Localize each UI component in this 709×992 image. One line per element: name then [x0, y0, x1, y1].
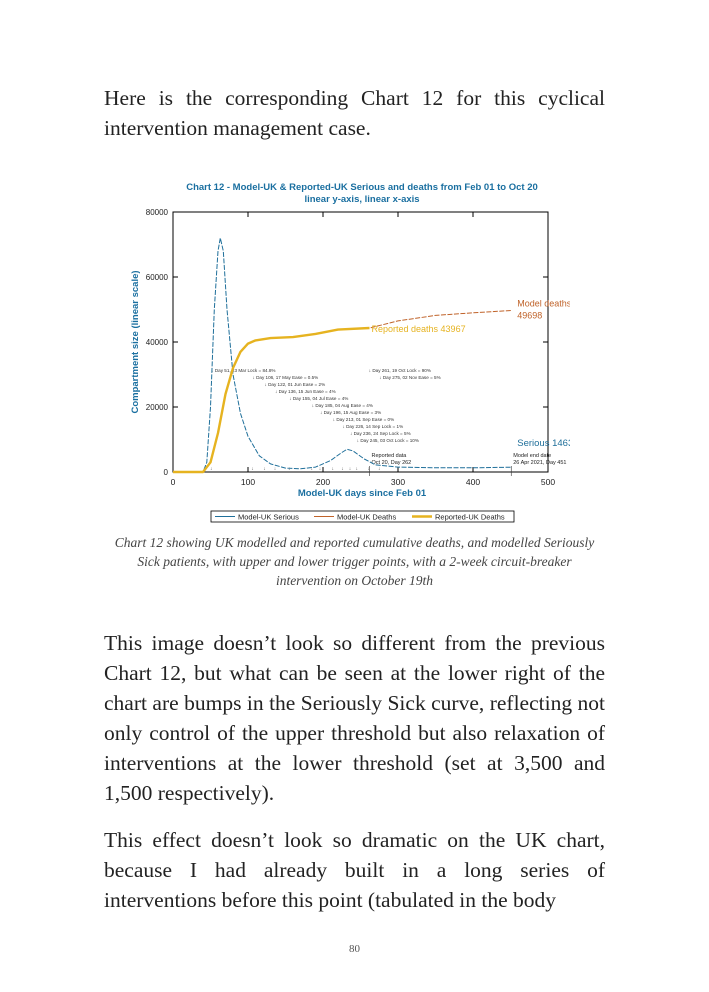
- intervention-annotation: ↓ Day 226, 14 Sep Lock = 1%: [343, 424, 404, 429]
- intervention-annotation: ↓ Day 136, 15 Jun Ease = 4%: [275, 389, 336, 394]
- y-tick-label: 60000: [146, 273, 169, 282]
- intervention-marker: ↓: [251, 466, 254, 472]
- intervention-marker: ↓: [356, 466, 359, 472]
- intervention-marker: ↓: [332, 466, 335, 472]
- chart-subtitle: linear y-axis, linear x-axis: [304, 194, 419, 205]
- model-deaths-value: 49698: [517, 310, 542, 320]
- intervention-annotation: ↓ Day 185, 04 Aug Ease = 4%: [312, 403, 373, 408]
- model-deaths-line: [173, 310, 512, 473]
- x-tick-label: 0: [171, 477, 176, 487]
- x-tick-label: 400: [466, 477, 480, 487]
- intervention-marker: ↓: [274, 466, 277, 472]
- intervention-marker: ↓: [341, 466, 344, 472]
- y-tick-label: 0: [164, 468, 169, 477]
- legend-entry: Reported-UK Deaths: [435, 513, 505, 522]
- intervention-annotation: ↓ Day 261, 19 Oct Lock = 90%: [369, 368, 431, 373]
- intervention-marker: ↓: [319, 466, 322, 472]
- intervention-annotation: ↓ Day 51, 23 Mar Lock = 84.8%: [211, 368, 275, 373]
- y-tick-label: 20000: [146, 403, 169, 412]
- legend-box: [210, 510, 515, 523]
- intervention-marker: ↓: [263, 466, 266, 472]
- intervention-annotation: ↓ Day 236, 24 Sep Lock = 5%: [350, 431, 411, 436]
- page-number: 80: [349, 943, 360, 955]
- x-tick-label: 500: [541, 477, 555, 487]
- intervention-marker: ↓: [210, 466, 213, 472]
- x-tick-label: 300: [391, 477, 405, 487]
- chart-title: Chart 12 - Model-UK & Reported-UK Seriou…: [186, 182, 538, 193]
- intervention-annotation: ↓ Day 122, 01 Jun Ease = 2%: [265, 382, 326, 387]
- chart-caption: Chart 12 showing UK modelled and reporte…: [114, 535, 595, 588]
- intervention-marker: ↓: [349, 466, 352, 472]
- y-tick-label: 80000: [146, 208, 169, 217]
- model-deaths-label: Model deaths: [517, 298, 570, 308]
- body-paragraph-1: This image doesn’t look so different fro…: [104, 631, 605, 805]
- intervention-marker: ↓: [368, 466, 371, 472]
- reported-deaths-line: [173, 326, 370, 474]
- x-axis-label: Model-UK days since Feb 01: [298, 488, 427, 499]
- intervention-marker: ↓: [311, 466, 314, 472]
- intervention-marker: ↓: [288, 466, 291, 472]
- body-text: This image doesn’t look so different fro…: [104, 628, 605, 915]
- date-marker-label: Reported data: [372, 453, 408, 459]
- legend-entry: Model-UK Serious: [238, 513, 299, 522]
- intervention-annotation: ↓ Day 155, 04 Jul Ease = 4%: [289, 396, 348, 401]
- body-paragraph-2: This effect doesn’t look so dramatic on …: [104, 828, 605, 912]
- date-marker-label: Oct 20, Day 262: [372, 460, 412, 466]
- serious-label: Serious 1463: [517, 438, 570, 449]
- intervention-annotation: ↓ Day 275, 02 Nov Ease = 5%: [379, 375, 440, 380]
- x-tick-label: 100: [241, 477, 255, 487]
- y-axis-label: Compartment size (linear scale): [130, 270, 141, 413]
- date-marker-label: Model end date: [513, 453, 551, 459]
- date-marker-label: 26 Apr 2021, Day 451: [513, 460, 566, 466]
- serious-line: [173, 237, 512, 473]
- intervention-annotation: ↓ Day 213, 01 Sep Ease = 0%: [333, 417, 394, 422]
- legend-entry: Model-UK Deaths: [337, 513, 396, 522]
- y-tick-label: 40000: [146, 338, 169, 347]
- intervention-annotation: ↓ Day 196, 15 Aug Ease = 3%: [320, 410, 381, 415]
- reported-deaths-label: Reported deaths 43967: [372, 324, 466, 334]
- intervention-annotation: ↓ Day 245, 03 Oct Lock = 10%: [357, 438, 419, 443]
- x-tick-label: 200: [316, 477, 330, 487]
- intro-paragraph: Here is the corresponding Chart 12 for t…: [104, 86, 605, 140]
- intervention-marker: ↓: [378, 466, 381, 472]
- chart-12: Chart 12 - Model-UK & Reported-UK Seriou…: [130, 182, 570, 523]
- intervention-annotation: ↓ Day 106, 17 May Ease = 0.5%: [253, 375, 319, 380]
